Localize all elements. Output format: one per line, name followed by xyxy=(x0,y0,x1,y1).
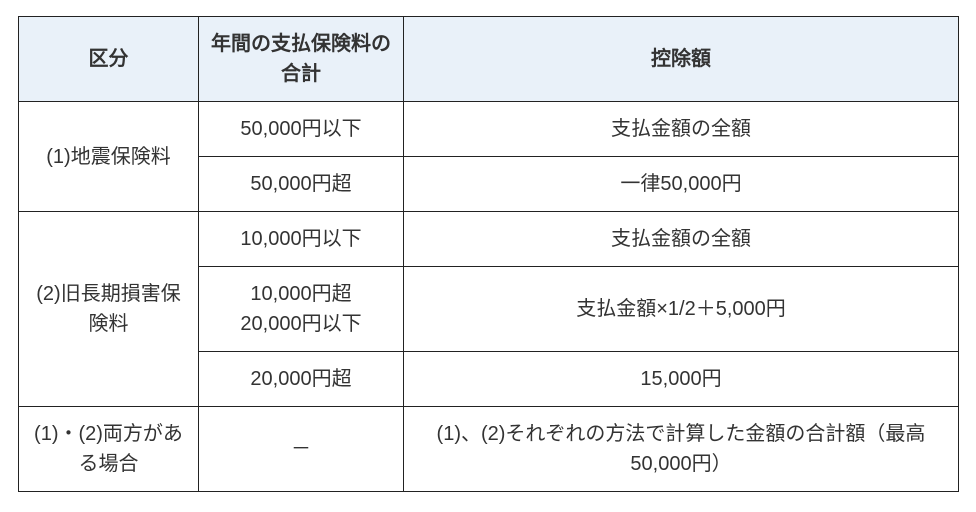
col-header-premium: 年間の支払保険料の合計 xyxy=(199,17,404,102)
premium-cell: 20,000円超 xyxy=(199,352,404,407)
category-cell: (1)地震保険料 xyxy=(19,102,199,212)
table-container: 区分 年間の支払保険料の合計 控除額 (1)地震保険料 50,000円以下 支払… xyxy=(0,0,976,508)
deduction-cell: 支払金額の全額 xyxy=(404,212,959,267)
premium-cell: － xyxy=(199,407,404,492)
category-cell: (1)・(2)両方がある場合 xyxy=(19,407,199,492)
deduction-cell: 支払金額×1/2＋5,000円 xyxy=(404,267,959,352)
deduction-cell: (1)、(2)それぞれの方法で計算した金額の合計額（最高50,000円） xyxy=(404,407,959,492)
premium-cell: 50,000円以下 xyxy=(199,102,404,157)
table-row: (2)旧長期損害保険料 10,000円以下 支払金額の全額 xyxy=(19,212,959,267)
header-row: 区分 年間の支払保険料の合計 控除額 xyxy=(19,17,959,102)
premium-cell: 10,000円以下 xyxy=(199,212,404,267)
table-row: (1)・(2)両方がある場合 － (1)、(2)それぞれの方法で計算した金額の合… xyxy=(19,407,959,492)
category-cell: (2)旧長期損害保険料 xyxy=(19,212,199,407)
deduction-cell: 15,000円 xyxy=(404,352,959,407)
premium-cell: 10,000円超20,000円以下 xyxy=(199,267,404,352)
col-header-category: 区分 xyxy=(19,17,199,102)
table-row: (1)地震保険料 50,000円以下 支払金額の全額 xyxy=(19,102,959,157)
col-header-deduction: 控除額 xyxy=(404,17,959,102)
premium-cell: 50,000円超 xyxy=(199,157,404,212)
deduction-table: 区分 年間の支払保険料の合計 控除額 (1)地震保険料 50,000円以下 支払… xyxy=(18,16,959,492)
deduction-cell: 一律50,000円 xyxy=(404,157,959,212)
deduction-cell: 支払金額の全額 xyxy=(404,102,959,157)
